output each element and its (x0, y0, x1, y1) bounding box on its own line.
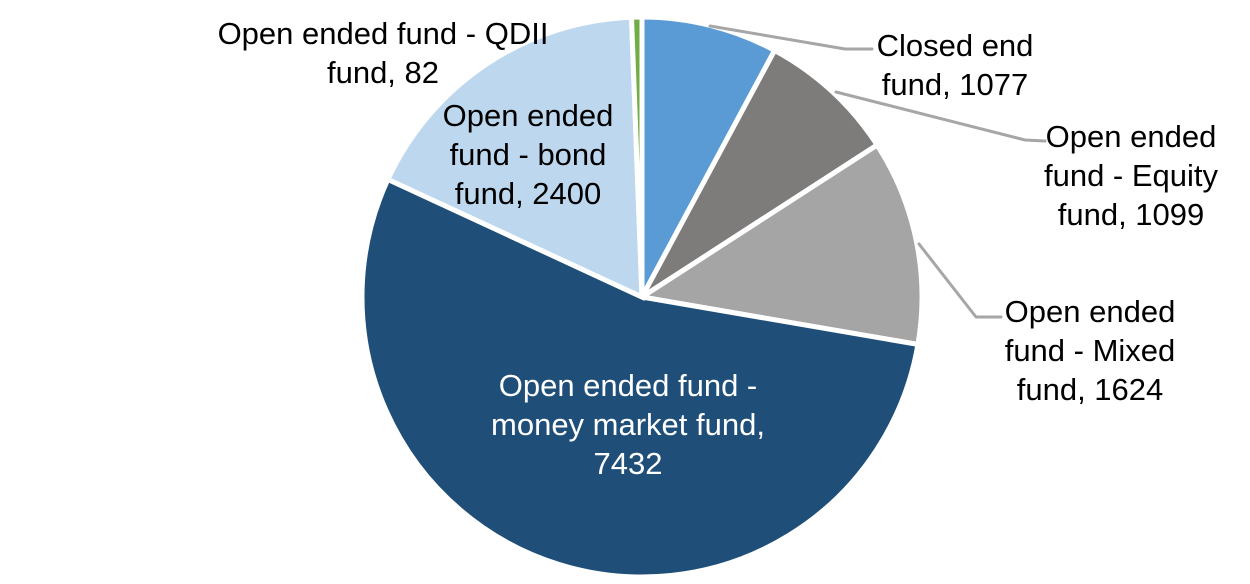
pie-slice-open-ended-fund-mixed-fund (635, 141, 925, 348)
pie-slice-open-ended-fund-money-market-fund (359, 176, 921, 580)
pie-slices (359, 14, 925, 580)
pie-slice-open-ended-fund-equity-fund (639, 47, 881, 300)
pie-slice-open-ended-fund-qdii-fund (628, 14, 645, 298)
pie-slice-open-ended-fund-bond-fund (384, 14, 645, 301)
leader-line-closed-end-fund (708, 24, 874, 51)
leader-line-equity-fund (834, 90, 1047, 143)
leader-lines (708, 24, 1047, 319)
leader-line-mixed-fund (917, 242, 1003, 319)
